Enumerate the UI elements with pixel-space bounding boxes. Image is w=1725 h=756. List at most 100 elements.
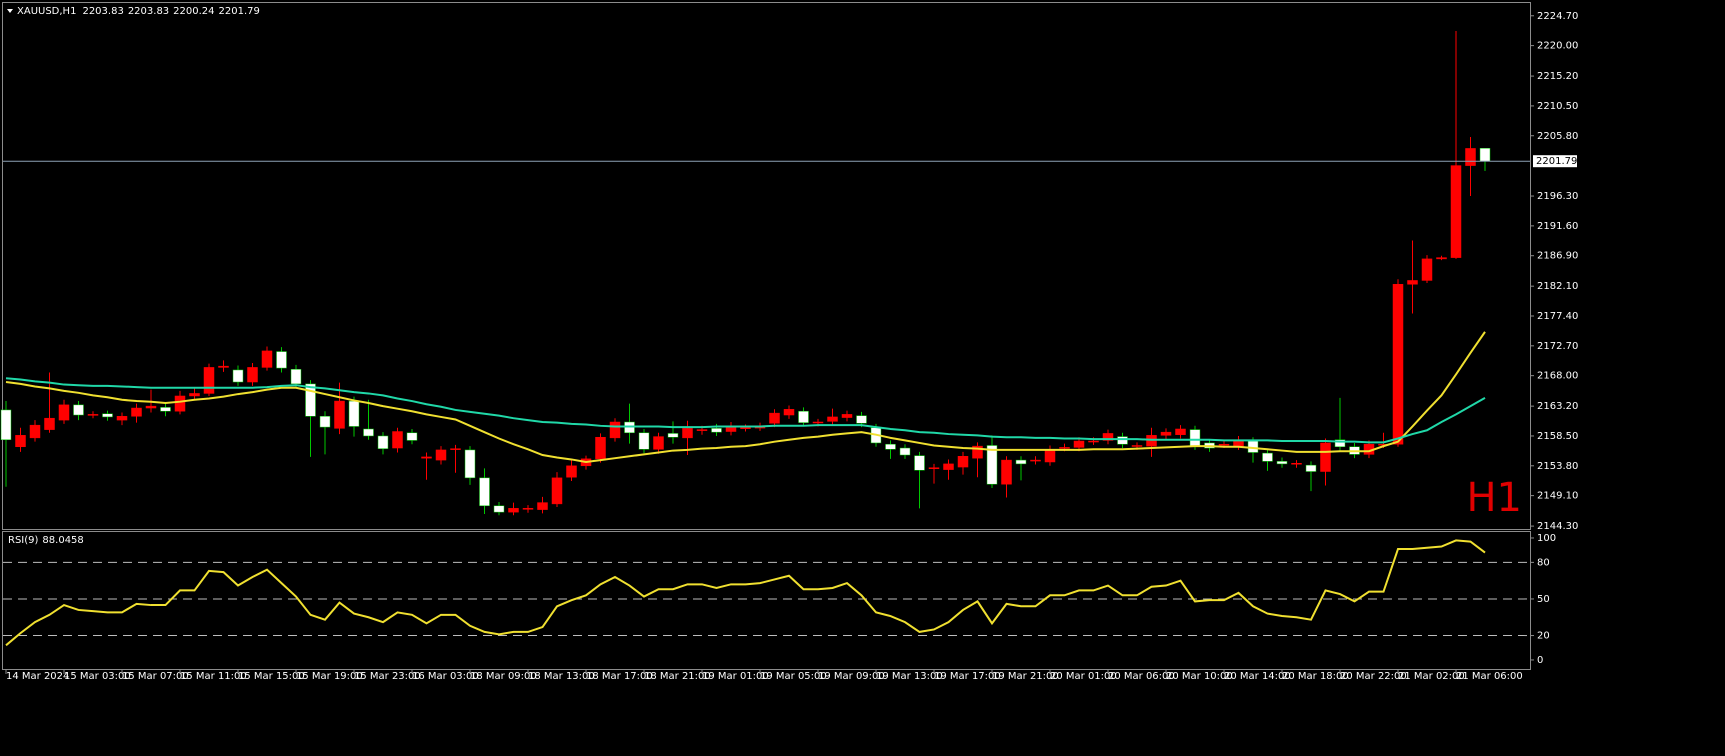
candle-body [899,447,911,456]
candle-body [972,445,983,459]
rsi-header: RSI(9) 88.0458 [8,535,84,546]
candle-body [696,429,708,431]
candle-body [29,424,41,439]
x-tick-label: 15 Mar 23:00 [354,671,421,682]
candle-body [1073,440,1085,448]
y-tick-label: 0 [1537,655,1543,666]
candle-body [334,400,345,429]
y-tick-label: 2163.20 [1537,401,1578,412]
y-tick-label: 2177.40 [1537,311,1578,322]
candle-body [1001,459,1012,485]
candle-body [1102,433,1114,441]
candle-body [827,416,838,422]
candle-body [595,436,606,460]
candle-body [1044,449,1056,463]
rsi-current: 88.0458 [42,535,83,546]
candle-body [102,413,113,418]
candle-body [276,351,287,369]
candle-body [421,456,432,459]
moving-average [5,331,1486,464]
x-tick-label: 18 Mar 09:00 [470,671,537,682]
candle-body [1276,461,1288,465]
candle-body [667,433,679,438]
x-tick-label: 20 Mar 22:00 [1340,671,1407,682]
y-tick-label: 20 [1537,631,1550,642]
x-tick-label: 18 Mar 13:00 [528,671,595,682]
y-tick-label: 2149.10 [1537,491,1578,502]
menu-triangle[interactable] [7,9,13,13]
y-tick-label: 80 [1537,557,1550,568]
rsi-line [5,539,1486,647]
main-panel-frame [2,2,1531,530]
candle-body [769,412,780,424]
candle-body [1175,428,1186,435]
moving-average [5,377,1486,444]
candle-body [653,436,664,450]
y-tick-label: 2172.70 [1537,341,1578,352]
y-tick-label: 100 [1537,533,1556,544]
x-tick-label: 21 Mar 06:00 [1456,671,1523,682]
candle-body [1088,440,1099,443]
candle-body [1334,439,1346,448]
x-tick-label: 19 Mar 01:00 [702,671,769,682]
candle-body [493,505,505,513]
candle-body [856,415,867,424]
candle-body [1015,459,1027,465]
y-tick-label: 2144.30 [1537,521,1578,532]
x-tick-label: 19 Mar 05:00 [760,671,827,682]
candle-body [711,428,722,433]
x-tick-label: 20 Mar 10:00 [1166,671,1233,682]
x-tick-label: 14 Mar 2024 [6,671,69,682]
x-tick-label: 15 Mar 07:00 [122,671,189,682]
candle-body [841,414,853,418]
candle-body [783,409,795,416]
candle-body [290,369,302,385]
candle-body [638,432,650,450]
candle-body [928,467,940,469]
candle-body [44,417,55,430]
chart-header: XAUUSD,H1 2203.83 2203.83 2200.24 2201.79 [17,6,260,17]
candle-body [15,435,26,448]
y-tick-label: 2224.70 [1537,11,1578,22]
candle-body [740,427,751,429]
x-tick-label: 16 Mar 03:00 [412,671,479,682]
candle-body [218,365,229,368]
candle-body [174,395,186,412]
x-tick-label: 15 Mar 03:00 [64,671,131,682]
candle-body [725,427,737,432]
candle-body [885,443,896,450]
x-tick-label: 15 Mar 11:00 [180,671,247,682]
candle-body [377,435,389,449]
y-tick-label: 2205.80 [1537,131,1578,142]
candle-body [87,414,99,416]
y-tick-label: 2182.10 [1537,281,1578,292]
price-tag [1533,155,1577,168]
candle-body [319,416,331,428]
candle-body [609,421,621,439]
y-tick-label: 2158.50 [1537,431,1578,442]
candle-body [1407,280,1418,285]
candle-body [145,405,157,409]
y-tick-label: 2153.80 [1537,461,1578,472]
candle-body [363,428,374,437]
candle-body [812,421,824,424]
candle-body [160,407,171,412]
candle-body [1421,258,1433,281]
candle-body [203,367,215,394]
candle-body [1320,442,1331,472]
x-tick-label: 20 Mar 06:00 [1108,671,1175,682]
candle-body [1291,463,1302,465]
price-tag-label: 2201.79 [1536,156,1577,167]
candle-body [682,428,693,439]
x-tick-label: 20 Mar 14:00 [1224,671,1291,682]
candle-body [261,350,273,368]
candle-body [537,502,548,510]
y-tick-label: 2196.30 [1537,191,1578,202]
candle-body [1450,165,1462,258]
rsi-panel-frame [2,531,1531,670]
y-tick-label: 2210.50 [1537,101,1578,112]
candle-body [943,463,954,470]
candle-body [232,369,244,383]
